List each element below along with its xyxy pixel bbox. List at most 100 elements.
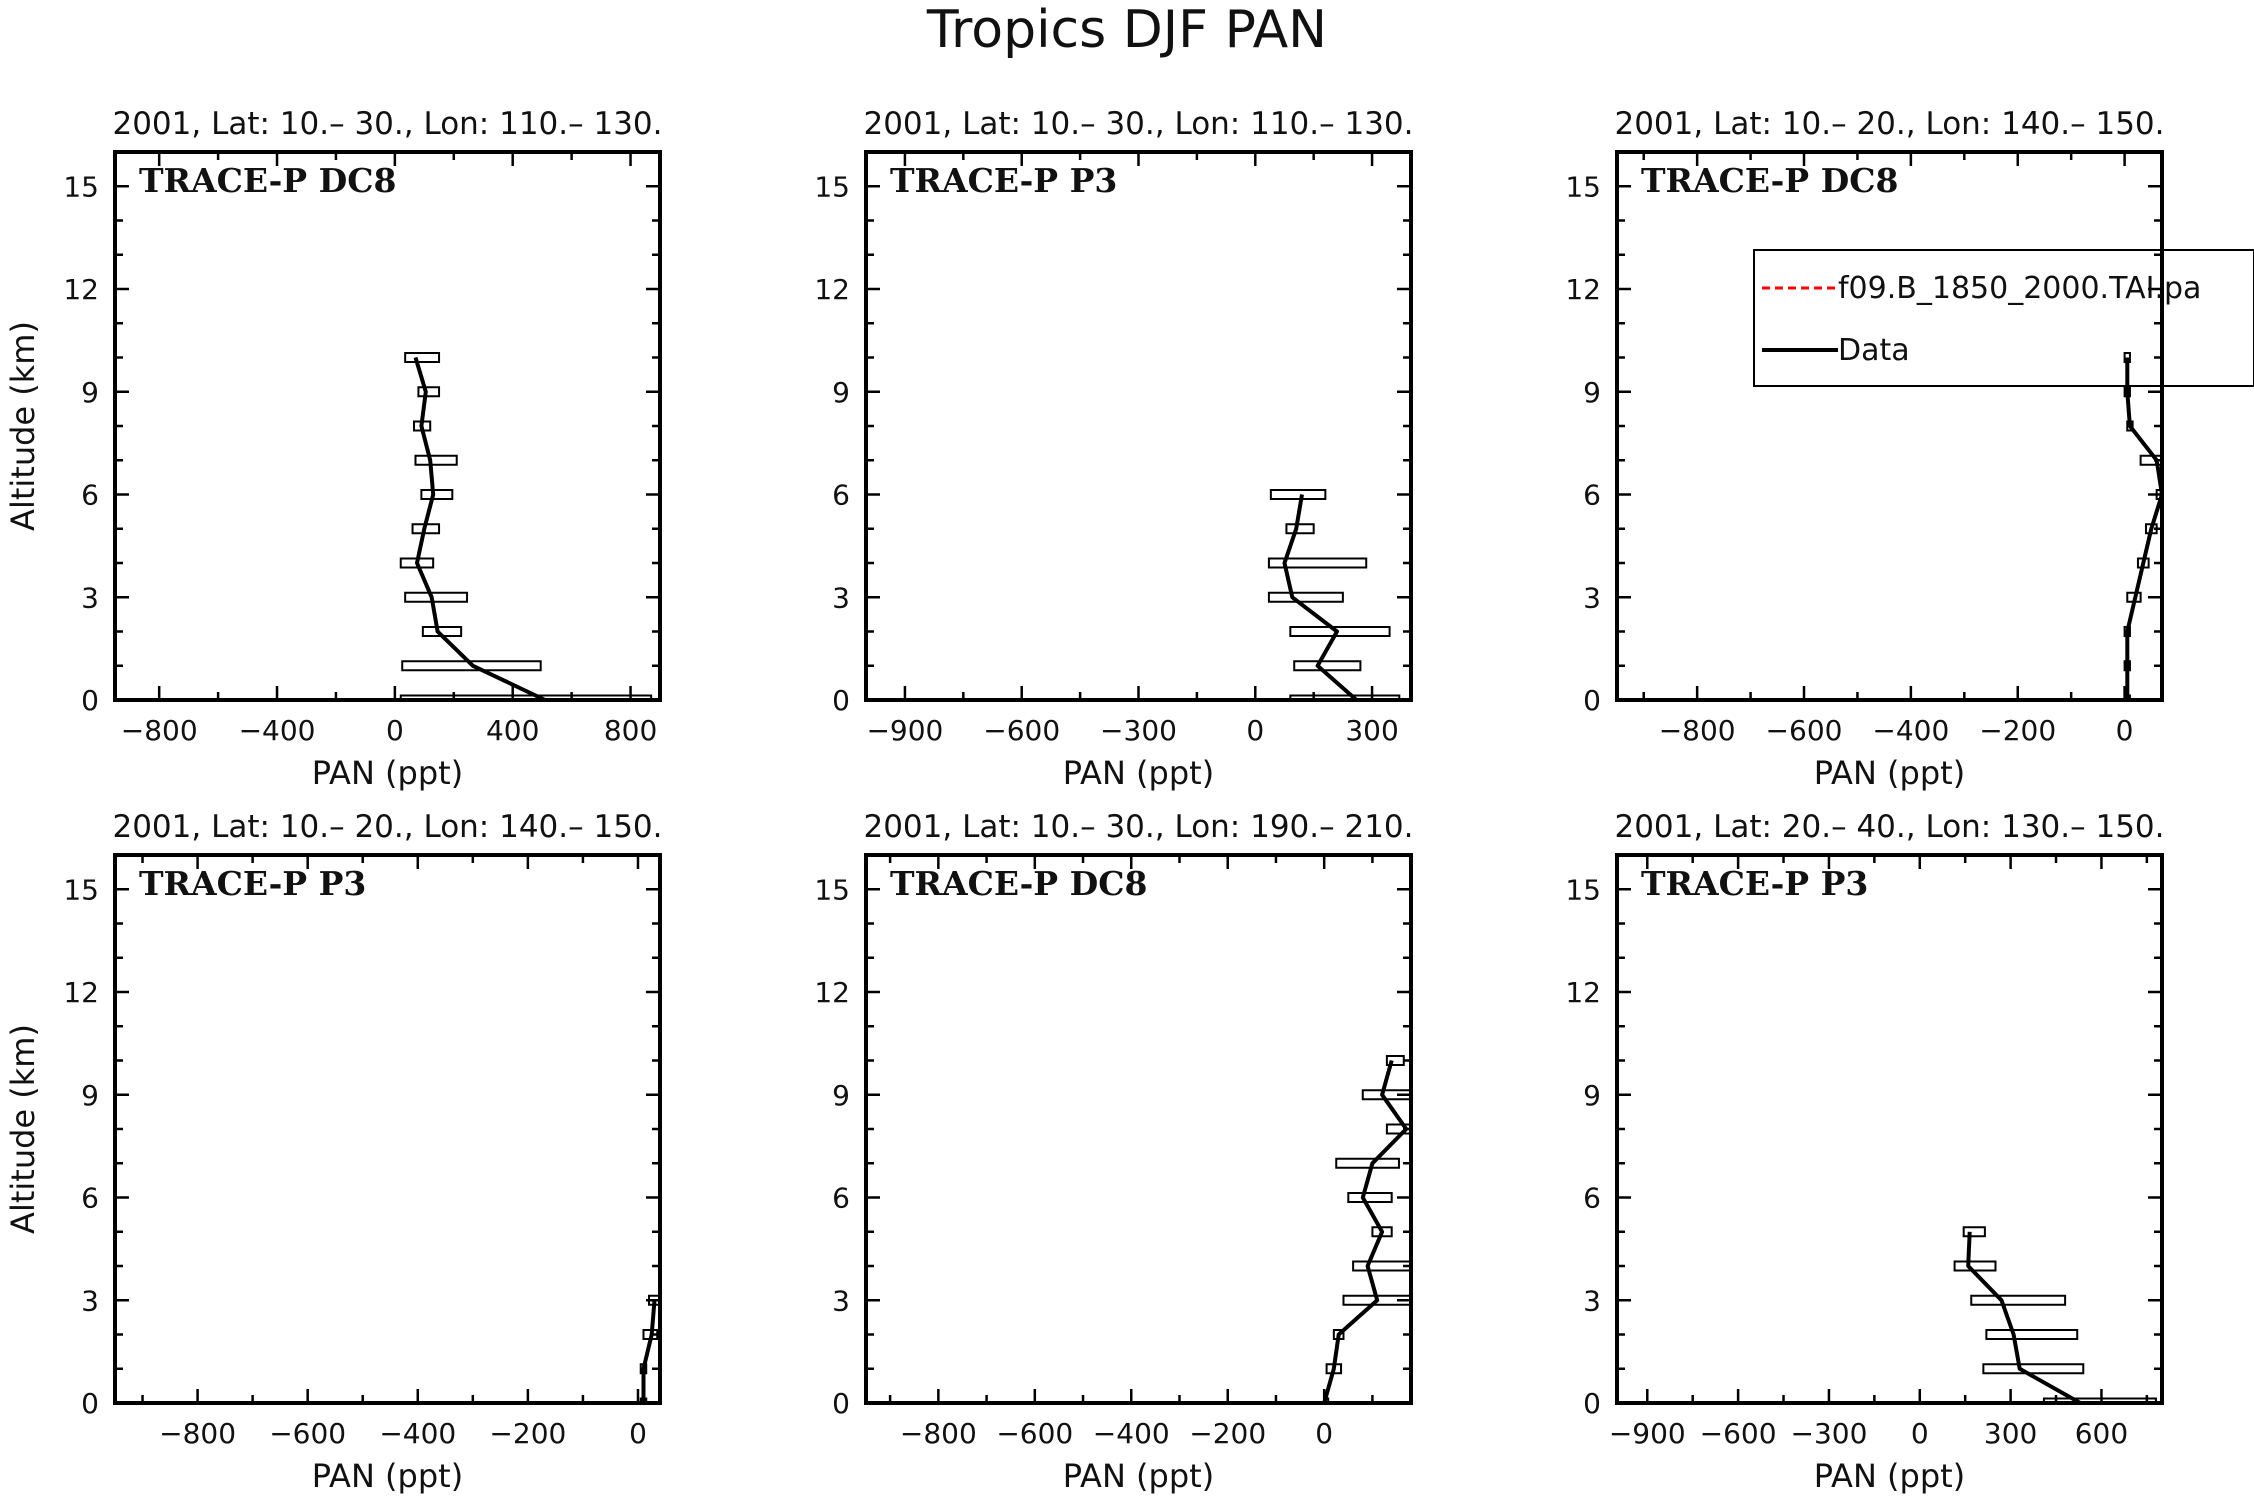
y-tick-label: 9	[81, 376, 99, 409]
y-tick-label: 15	[1565, 170, 1601, 203]
y-tick-label: 12	[63, 273, 99, 306]
range-box	[1347, 1192, 1393, 1203]
y-tick-label: 12	[814, 273, 850, 306]
x-axis-title: PAN (ppt)	[312, 754, 463, 792]
x-tick-label: 0	[1911, 1417, 1929, 1450]
panel-subtitle: 2001, Lat: 10.– 30., Lon: 190.– 210.	[863, 809, 1413, 845]
x-tick-label: −800	[1659, 714, 1736, 747]
panel-label: TRACE-P P3	[139, 864, 366, 903]
range-box	[1385, 1055, 1405, 1066]
y-tick-label: 12	[1565, 273, 1601, 306]
plot-frame	[113, 853, 662, 1405]
y-axis-title: Altitude (km)	[4, 1024, 42, 1234]
data-profile-line	[1966, 1231, 2082, 1403]
x-axis-title: PAN (ppt)	[1063, 754, 1214, 792]
y-tick-label: 15	[63, 170, 99, 203]
data-series	[1267, 489, 1401, 700]
x-axis-title: PAN (ppt)	[312, 1457, 463, 1495]
data-profile-line	[2125, 357, 2162, 700]
x-tick-label: 600	[2075, 1417, 2128, 1450]
range-box	[1269, 489, 1327, 500]
chart-panel-4: 0 3 6 9 12 15 −800 −600 −400 −200 0 PAN (ppt) Altitu…	[4, 809, 663, 1495]
y-tick-label: 9	[832, 376, 850, 409]
range-box	[1289, 694, 1401, 700]
x-tick-label: 800	[604, 714, 657, 747]
y-tick-label: 3	[832, 1284, 850, 1317]
x-tick-label: −300	[1790, 1417, 1867, 1450]
y-tick-label: 12	[814, 976, 850, 1009]
data-series	[399, 352, 653, 700]
plot-frame	[113, 150, 662, 702]
data-profile-line	[1282, 494, 1358, 700]
y-tick-label: 0	[832, 684, 850, 717]
y-tick-label: 0	[832, 1387, 850, 1420]
range-box	[417, 386, 441, 398]
range-box	[1285, 523, 1315, 535]
range-box	[1352, 1260, 1411, 1272]
y-tick-label: 3	[81, 1284, 99, 1317]
y-tick-label: 15	[814, 170, 850, 203]
x-tick-label: −300	[1100, 714, 1177, 747]
range-box	[1962, 1226, 1986, 1238]
y-tick-label: 15	[1565, 873, 1601, 906]
y-tick-label: 9	[832, 1079, 850, 1112]
y-tick-label: 12	[63, 976, 99, 1009]
range-box	[1985, 1329, 2079, 1340]
x-tick-label: −200	[1979, 714, 2056, 747]
legend-model-label: f09.B_1850_2000.TAI.pa	[1838, 271, 2201, 306]
range-box	[1267, 557, 1368, 569]
x-tick-label: 300	[1984, 1417, 2037, 1450]
x-tick-label: 0	[1315, 1417, 1333, 1450]
panel-subtitle: 2001, Lat: 10.– 30., Lon: 110.– 130.	[863, 106, 1413, 142]
x-axis-title: PAN (ppt)	[1063, 1457, 1214, 1495]
y-tick-label: 15	[814, 873, 850, 906]
panel-label: TRACE-P DC8	[890, 864, 1147, 903]
x-tick-label: −600	[1700, 1417, 1777, 1450]
x-axis-title: PAN (ppt)	[1814, 754, 1965, 792]
chart-panel-3: 0 3 6 9 12 15 −800 −600 −400 −200 0 PAN (ppt) 2001, …	[1565, 106, 2164, 792]
range-box	[399, 694, 653, 700]
y-tick-label: 3	[81, 581, 99, 614]
y-tick-label: 6	[81, 1182, 99, 1215]
y-tick-label: 3	[1583, 1284, 1601, 1317]
x-tick-label: 0	[386, 714, 404, 747]
panel-subtitle: 2001, Lat: 20.– 40., Lon: 130.– 150.	[1614, 809, 2164, 845]
range-box	[1361, 1089, 1411, 1101]
legend-box	[1753, 249, 2254, 387]
data-series	[639, 1294, 660, 1403]
chart-panel-1: 0 3 6 9 12 15 −800 −400 0 400 800 PAN (ppt) Altitude…	[4, 106, 663, 792]
range-box	[414, 454, 458, 466]
x-tick-label: −800	[159, 1417, 236, 1450]
y-tick-label: 9	[1583, 1079, 1601, 1112]
x-tick-label: −200	[1189, 1417, 1266, 1450]
y-tick-label: 3	[1583, 581, 1601, 614]
x-tick-label: −600	[1766, 714, 1843, 747]
y-tick-label: 0	[1583, 684, 1601, 717]
data-series	[1322, 1055, 1411, 1403]
range-box	[1982, 1363, 2085, 1375]
plot-frame	[1615, 853, 2164, 1405]
plot-frame	[1615, 150, 2164, 702]
data-profile-line	[413, 356, 546, 700]
x-tick-label: −900	[1609, 1417, 1686, 1450]
range-box	[404, 591, 469, 603]
x-tick-label: 300	[1345, 714, 1398, 747]
range-box	[420, 489, 454, 500]
x-tick-label: −200	[489, 1417, 566, 1450]
range-box	[1953, 1260, 1997, 1272]
range-box	[1293, 660, 1362, 672]
y-tick-label: 6	[81, 479, 99, 512]
x-tick-label: −800	[900, 1417, 977, 1450]
range-box	[401, 660, 542, 672]
chart-panel-6: 0 3 6 9 12 15 −900 −600 −300 0 300 600 PAN (ppt) 2001…	[1565, 809, 2164, 1495]
y-tick-label: 0	[81, 684, 99, 717]
range-box	[1267, 591, 1344, 603]
panel-label: TRACE-P P3	[1641, 864, 1868, 903]
y-tick-label: 12	[1565, 976, 1601, 1009]
x-tick-label: −600	[269, 1417, 346, 1450]
range-box	[1970, 1294, 2067, 1306]
x-tick-label: −400	[1872, 714, 1949, 747]
y-axis-title: Altitude (km)	[4, 321, 42, 531]
legend: f09.B_1850_2000.TAI.pa Data	[1753, 249, 2254, 387]
